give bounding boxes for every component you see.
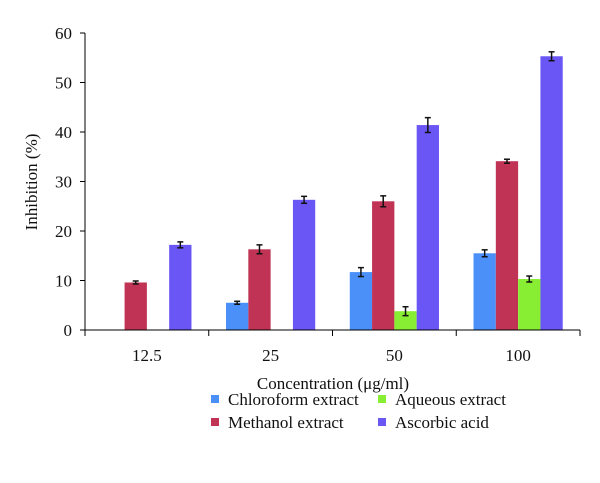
error-bar <box>177 241 184 249</box>
bar-chloroform-extract <box>349 272 373 330</box>
error-bar <box>402 305 409 317</box>
bar-methanol-extract <box>248 249 271 330</box>
bar-chloroform-extract <box>226 302 249 330</box>
bar-ascorbic-acid <box>540 56 563 330</box>
legend-swatch <box>378 395 386 403</box>
y-tick-label: 40 <box>55 123 72 142</box>
error-bar <box>256 244 263 255</box>
legend-swatch <box>211 418 219 426</box>
error-bar <box>503 158 510 164</box>
bar-methanol-extract <box>124 282 147 330</box>
x-tick-label: 50 <box>386 346 403 365</box>
error-bar <box>424 116 431 134</box>
legend: Chloroform extract Aqueous extract Methano… <box>211 390 506 432</box>
bar-methanol-extract <box>372 201 395 330</box>
legend-label: Chloroform extract <box>228 390 359 409</box>
y-tick-label: 20 <box>55 222 72 241</box>
y-tick-label: 30 <box>55 173 72 192</box>
bar-ascorbic-acid <box>169 244 192 330</box>
bars-group <box>124 51 563 330</box>
legend-swatch <box>211 395 219 403</box>
error-bar <box>481 249 488 258</box>
legend-swatch <box>378 418 386 426</box>
y-tick-label: 50 <box>55 74 72 93</box>
y-tick-label: 10 <box>55 272 72 291</box>
legend-label: Aqueous extract <box>395 390 506 409</box>
bar-ascorbic-acid <box>292 199 316 330</box>
error-bar <box>301 195 308 205</box>
error-bar <box>357 266 364 278</box>
error-bar <box>548 51 555 62</box>
y-tick-label: 0 <box>64 321 73 340</box>
error-bar <box>526 275 533 283</box>
x-tick-label: 100 <box>505 346 531 365</box>
x-tick-label: 25 <box>262 346 279 365</box>
legend-label: Methanol extract <box>228 413 344 432</box>
y-ticks: 0 10 20 30 40 50 60 <box>55 24 85 340</box>
x-axis-label: Concentration (μg/ml) <box>257 374 409 393</box>
bar-aqueous-extract <box>518 279 541 330</box>
y-axis-label: Inhibition (%) <box>22 134 41 231</box>
bar-ascorbic-acid <box>416 125 439 330</box>
error-bar <box>380 195 387 208</box>
x-tick-label: 12.5 <box>132 346 162 365</box>
error-bar <box>234 300 241 306</box>
bar-chloroform-extract <box>473 253 496 330</box>
x-ticks: 12.5 25 50 100 <box>84 330 581 365</box>
bar-methanol-extract <box>495 161 519 330</box>
legend-label: Ascorbic acid <box>395 413 489 432</box>
bar-aqueous-extract <box>394 311 417 330</box>
error-bar <box>132 280 139 285</box>
y-tick-label: 60 <box>55 24 72 43</box>
